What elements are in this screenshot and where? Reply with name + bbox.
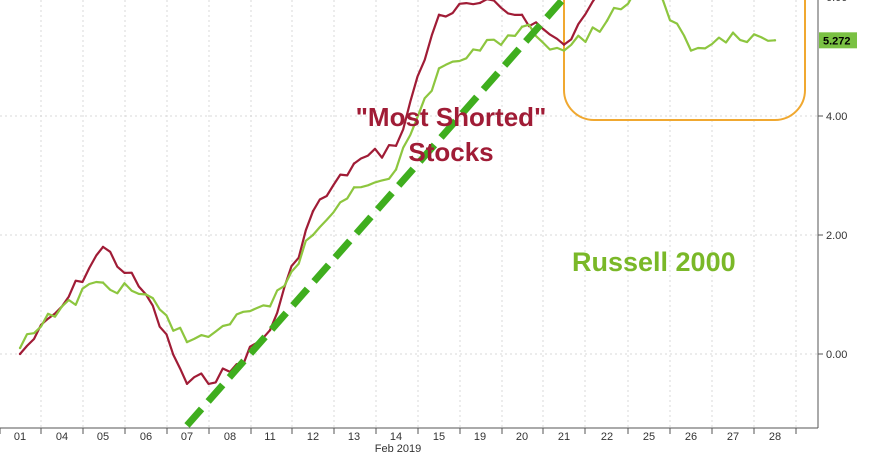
data-point xyxy=(562,49,566,52)
x-tick-label: 08 xyxy=(224,431,236,443)
data-point xyxy=(185,340,189,344)
annotations: "Most Shorted" Stocks Russell 2000 xyxy=(356,102,736,277)
data-point xyxy=(562,43,566,46)
y-tick-label: 4.00 xyxy=(826,111,847,123)
x-axis-label: Feb 2019 xyxy=(375,443,421,455)
x-tick-label: 06 xyxy=(140,431,152,443)
x-tick-labels: 01 04 05 06 07 08 11 12 13 14 15 19 20 21 22 25 26 27 28 xyxy=(0,428,797,443)
annotation-label: "Most Shorted" xyxy=(356,102,547,132)
x-tick-label: 07 xyxy=(181,431,193,443)
x-tick-label: 19 xyxy=(474,431,486,443)
x-tick-label: 05 xyxy=(97,431,109,443)
x-tick-label: 26 xyxy=(685,431,697,443)
data-point xyxy=(437,13,441,17)
data-point xyxy=(731,31,735,34)
data-point xyxy=(478,1,482,5)
data-point xyxy=(520,13,524,17)
y-tick-label: 6.00 xyxy=(826,0,847,4)
data-point xyxy=(101,281,105,284)
last-value-label: 5.272 xyxy=(823,35,851,47)
data-point xyxy=(773,39,777,42)
data-point xyxy=(311,233,315,237)
data-point xyxy=(394,144,398,147)
x-tick-label: 22 xyxy=(601,431,613,443)
data-point xyxy=(394,168,398,171)
annotation-label: Stocks xyxy=(408,137,493,167)
highlight-oval xyxy=(563,0,806,121)
x-tick-label: 12 xyxy=(307,431,319,443)
x-tick-label: 20 xyxy=(516,431,528,443)
data-point xyxy=(689,49,693,52)
last-value-badges: 10.2475.272 xyxy=(819,32,857,49)
x-tick-label: 28 xyxy=(769,431,781,443)
series-line-most-shorted xyxy=(19,0,596,385)
data-point xyxy=(605,19,609,22)
trend-arrow-shaft xyxy=(184,0,567,428)
data-point xyxy=(268,305,272,308)
y-tick-label: 0.00 xyxy=(826,349,847,361)
x-tick-label: 27 xyxy=(727,431,739,443)
x-tick-label: 11 xyxy=(264,431,275,443)
data-point xyxy=(311,210,315,213)
x-tick-label: 14 xyxy=(390,431,402,443)
data-point xyxy=(352,186,356,189)
data-point xyxy=(520,25,524,28)
grid xyxy=(0,0,818,428)
data-point xyxy=(268,329,272,332)
data-point xyxy=(18,352,22,356)
annotation-label: Russell 2000 xyxy=(572,247,736,277)
x-tick-label: 01 xyxy=(14,431,26,443)
highlight-oval-layer xyxy=(563,0,806,121)
data-point xyxy=(437,67,441,70)
x-tick-label: 25 xyxy=(643,431,655,443)
data-point xyxy=(352,162,356,165)
last-value-badge xyxy=(819,32,857,49)
series-layer xyxy=(18,0,777,385)
trend-arrow-layer xyxy=(184,0,567,428)
data-point xyxy=(228,323,232,326)
data-point xyxy=(144,293,148,296)
data-point xyxy=(185,382,189,385)
x-tick-label: 15 xyxy=(433,431,445,443)
y-tick-label: 2.00 xyxy=(826,230,847,242)
x-tick-label: 04 xyxy=(56,431,68,443)
data-point xyxy=(478,49,482,52)
series-line-russell-2000 xyxy=(19,0,776,349)
data-point xyxy=(60,305,64,308)
data-point xyxy=(18,346,22,350)
x-tick-label: 21 xyxy=(558,431,570,443)
data-point xyxy=(101,245,105,249)
axes xyxy=(0,0,819,429)
x-tick-label: 13 xyxy=(348,431,360,443)
